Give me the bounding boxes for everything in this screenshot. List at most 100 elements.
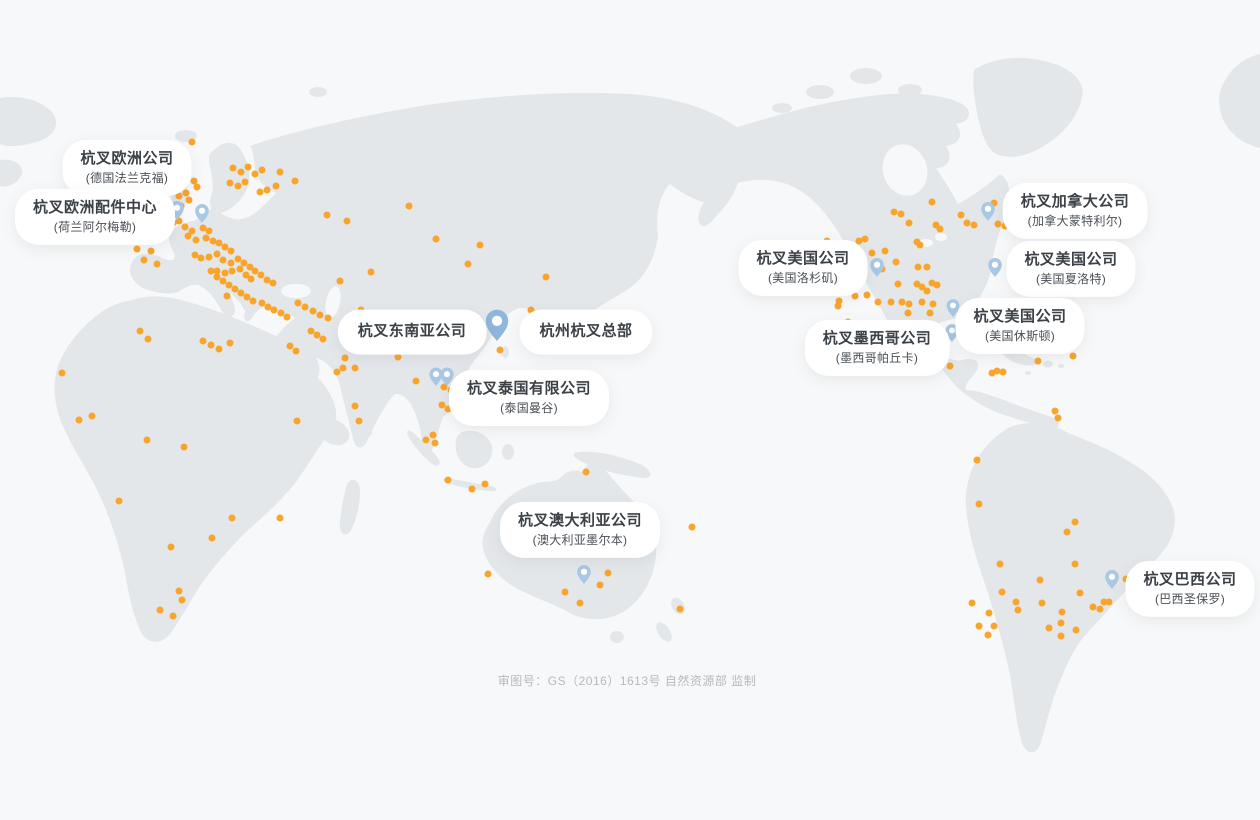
dealer-dot [184, 232, 192, 240]
location-label-subtitle: (加拿大蒙特利尔) [1027, 213, 1123, 228]
great-lake-2 [935, 233, 947, 241]
dealer-dot [1036, 576, 1044, 584]
dealer-dot [199, 224, 207, 232]
dealer-dot [188, 138, 196, 146]
dealer-dot [143, 436, 151, 444]
map-pin-center [198, 207, 206, 214]
location-label-title: 杭叉澳大利亚公司 [517, 511, 643, 529]
location-label-hq: 杭州杭叉总部 [519, 309, 653, 355]
dealer-dot [367, 268, 375, 276]
landmass-sri-lanka [364, 427, 372, 437]
landmass-jamaica [1025, 371, 1031, 375]
landmass-arctic-island-2 [850, 68, 882, 84]
dealer-dot [181, 223, 189, 231]
dealer-dot [422, 436, 430, 444]
dealer-dot [228, 514, 236, 522]
map-pin-center [949, 327, 955, 334]
dealer-dot [341, 354, 349, 362]
dealer-dot [998, 588, 1006, 596]
dealer-dot [213, 250, 221, 258]
location-label-subtitle: (澳大利亚墨尔本) [532, 532, 628, 547]
dealer-dot [1054, 414, 1062, 422]
dealer-dot [263, 186, 271, 194]
map-pin-center [984, 205, 992, 212]
dealer-dot [834, 302, 842, 310]
dealer-dot [343, 217, 351, 225]
dealer-dot [291, 177, 299, 185]
landmass-borneo [455, 430, 493, 469]
dealer-dot [881, 247, 889, 255]
location-pin-hangzhou-hq [485, 309, 509, 341]
location-label-subtitle: (德国法兰克福) [85, 170, 169, 185]
dealer-dot [225, 281, 233, 289]
dealer-dot [1057, 632, 1065, 640]
dealer-dot [484, 570, 492, 578]
dealer-dot [993, 367, 1001, 375]
landmass-java [443, 478, 497, 492]
dealer-dot [905, 300, 913, 308]
landmass-new-guinea [573, 451, 651, 478]
dealer-dot [863, 291, 871, 299]
dealer-dot [1071, 560, 1079, 568]
landmass-arctic-island-4 [772, 103, 792, 113]
dealer-dot [199, 337, 207, 345]
landmass-left-edge-wrap-2 [0, 159, 23, 187]
location-pin-sao-paulo [1105, 569, 1119, 589]
dealer-dot [1063, 528, 1071, 536]
location-pin-thailand-b [440, 367, 454, 386]
dealer-dot [242, 271, 250, 279]
dealer-dot [247, 275, 255, 283]
dealer-dot [257, 271, 265, 279]
dealer-dot [604, 569, 612, 577]
dealer-dot [205, 227, 213, 235]
dealer-dot [576, 599, 584, 607]
location-label-southeast-asia: 杭叉东南亚公司 [337, 309, 487, 355]
dealer-dot [207, 267, 215, 275]
location-pin-melbourne [577, 564, 591, 584]
location-pin-los-angeles [870, 257, 884, 277]
dealer-dot [213, 273, 221, 281]
dealer-dot [323, 211, 331, 219]
dealer-dot [180, 443, 188, 451]
dealer-dot [957, 211, 965, 219]
black-sea [281, 284, 311, 298]
dealer-dot [890, 208, 898, 216]
dealer-dot [237, 168, 245, 176]
landmass-right-edge-wrap [1219, 54, 1260, 148]
map-pin-center [432, 371, 440, 378]
dealer-dot [277, 309, 285, 317]
dealer-dot [975, 500, 983, 508]
dealer-dot [58, 369, 66, 377]
location-label-subtitle: (美国洛杉矶) [767, 270, 839, 285]
landmass-madagascar [339, 479, 360, 535]
dealer-dot [115, 497, 123, 505]
landmass-sumatra [407, 430, 440, 466]
dealer-dot [688, 523, 696, 531]
dealer-dot [234, 182, 242, 190]
dealer-dot [898, 298, 906, 306]
dealer-dot [351, 364, 359, 372]
dealer-dot [975, 622, 983, 630]
dealer-dot [231, 285, 239, 293]
dealer-dot [215, 239, 223, 247]
dealer-dot [440, 383, 448, 391]
dealer-dot [1071, 518, 1079, 526]
dealer-dot [147, 247, 155, 255]
landmass-cuba [1002, 351, 1038, 366]
dealer-dot [468, 485, 476, 493]
dealer-dot [219, 256, 227, 264]
landmass-svalbard [309, 87, 327, 97]
dealer-dot [256, 188, 264, 196]
dealer-dot [897, 210, 905, 218]
dealer-dot [914, 263, 922, 271]
dealer-dot [264, 303, 272, 311]
dealer-dot [561, 588, 569, 596]
dealer-dot [236, 265, 244, 273]
dealer-dot [1051, 407, 1059, 415]
dealer-dot [1089, 603, 1097, 611]
dealer-dot [293, 417, 301, 425]
dealer-dot [270, 306, 278, 314]
location-label-europe: 杭叉欧洲公司 (德国法兰克福) [62, 139, 192, 197]
location-pin-charlotte [988, 257, 1002, 277]
